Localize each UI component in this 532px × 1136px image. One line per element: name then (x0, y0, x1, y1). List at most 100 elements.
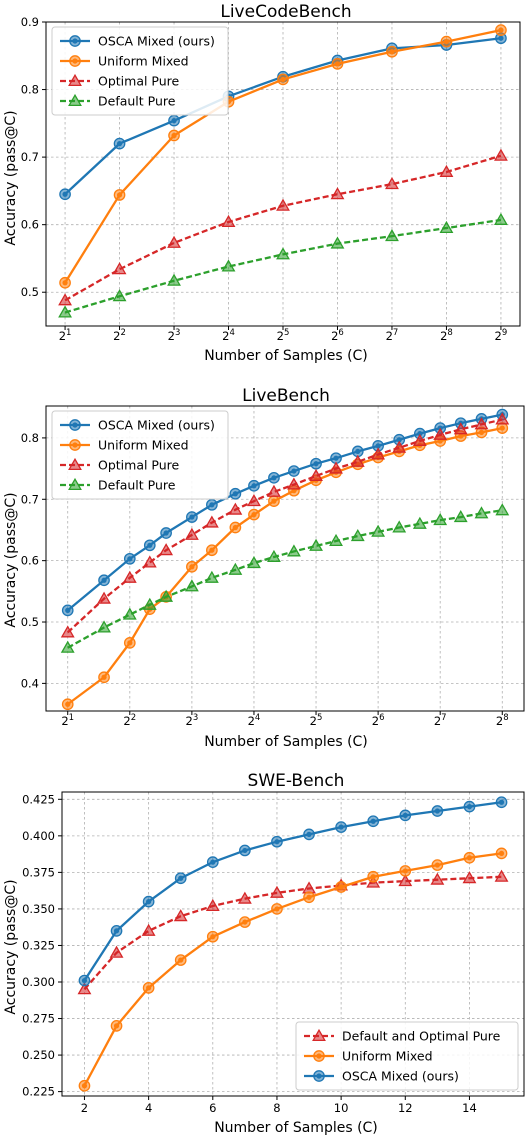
data-point (385, 229, 399, 242)
y-tick-label: 0.250 (22, 1048, 55, 1062)
legend-box (51, 410, 229, 500)
data-point (494, 212, 508, 225)
data-point (59, 276, 71, 289)
legend-label: Default Pure (98, 478, 176, 493)
data-point (113, 137, 126, 150)
x-tick-label: 22 (113, 328, 126, 343)
y-tick-label: 0.350 (22, 902, 55, 916)
x-tick-label: 14 (462, 1101, 477, 1115)
data-point (142, 555, 157, 568)
data-point (60, 640, 75, 653)
x-tick-label: 21 (61, 713, 74, 728)
legend-marker (69, 35, 81, 47)
data-point (142, 597, 157, 610)
x-tick-label: 26 (331, 328, 344, 343)
x-tick-label: 22 (123, 713, 136, 728)
y-tick-label: 0.5 (21, 615, 39, 629)
data-point (228, 562, 243, 575)
series-optimal-pure (58, 148, 508, 306)
data-point (59, 188, 71, 201)
legend-label: Default and Optimal Pure (342, 1029, 501, 1044)
data-point (174, 872, 187, 885)
legend-marker (313, 1070, 325, 1082)
data-point (351, 445, 364, 458)
x-tick-label: 23 (168, 328, 181, 343)
data-point (277, 73, 289, 86)
y-axis-label: Accuracy (pass@C) (3, 492, 19, 627)
y-tick-label: 0.275 (22, 1012, 55, 1026)
data-point (112, 262, 127, 275)
data-point (122, 570, 137, 583)
y-tick-label: 0.225 (22, 1085, 55, 1099)
data-point (267, 549, 281, 562)
x-axis-label: Number of Samples (C) (204, 734, 368, 750)
swe-bench-chart: SWE-Bench Number of Samples (C) Accuracy… (3, 771, 525, 1136)
legend-item: Uniform Mixed (60, 438, 189, 453)
data-point (386, 45, 398, 58)
data-point (439, 220, 454, 234)
data-point (239, 916, 251, 928)
x-tick-exponent: 3 (193, 713, 198, 723)
data-point (335, 881, 347, 893)
data-point (287, 544, 301, 557)
x-tick-exponent: 2 (121, 328, 126, 338)
data-point (97, 591, 111, 604)
series-default-and-optimal-pure (77, 869, 509, 995)
x-tick-label: 12 (398, 1101, 413, 1115)
plot-frame (45, 405, 525, 712)
livecodebench-chart: LiveCodeBench Number of Samples (C) Accu… (3, 2, 521, 364)
legend-box (51, 26, 229, 116)
legend-label: Optimal Pure (98, 458, 180, 473)
data-point (330, 452, 342, 465)
y-tick-label: 0.9 (21, 15, 39, 29)
series-osca-mixed-ours (78, 796, 508, 987)
data-point (228, 502, 243, 515)
data-point (385, 177, 399, 190)
y-tick-label: 0.300 (22, 975, 55, 989)
data-point (78, 1079, 91, 1092)
data-point (142, 981, 155, 994)
data-point (98, 671, 110, 684)
x-tick-exponent: 3 (175, 328, 180, 338)
x-tick-label: 26 (372, 713, 385, 728)
legend-label: Uniform Mixed (98, 438, 189, 453)
data-point (330, 236, 345, 249)
data-point (267, 484, 281, 497)
data-point (398, 874, 413, 887)
plot-frame (61, 791, 525, 1097)
legend-item: Uniform Mixed (60, 54, 189, 69)
legend-label: Optimal Pure (98, 74, 180, 89)
x-tick-label: 8 (273, 1101, 280, 1115)
x-tick-exponent: 7 (441, 713, 446, 723)
y-tick-label: 0.4 (21, 676, 39, 690)
y-tick-label: 0.400 (22, 829, 55, 843)
data-point (463, 800, 476, 813)
x-tick-label: 10 (334, 1101, 349, 1115)
legend-label: Uniform Mixed (98, 54, 189, 69)
x-tick-label: 6 (209, 1101, 216, 1115)
data-point (221, 214, 236, 227)
legend-marker (68, 93, 82, 106)
x-tick-exponent: 6 (338, 328, 343, 338)
data-point (160, 527, 172, 539)
data-point (270, 885, 284, 898)
x-tick-exponent: 7 (393, 328, 398, 338)
legend-marker (69, 439, 81, 451)
legend: OSCA Mixed (ours) Uniform Mixed Optimal Pu… (51, 410, 229, 500)
x-tick-label: 24 (222, 328, 235, 343)
data-point (433, 427, 448, 440)
data-point (58, 305, 72, 318)
legend-label: Uniform Mixed (342, 1049, 433, 1064)
data-point (268, 495, 280, 507)
data-point (97, 620, 111, 633)
data-point (247, 555, 261, 569)
data-point (414, 427, 426, 440)
data-point (159, 589, 174, 602)
data-point (495, 24, 507, 36)
legend-item: Uniform Mixed (304, 1049, 433, 1064)
data-point (184, 527, 199, 540)
data-point (206, 856, 219, 869)
x-tick-exponent: 4 (255, 713, 260, 723)
y-tick-label: 0.6 (21, 554, 39, 568)
